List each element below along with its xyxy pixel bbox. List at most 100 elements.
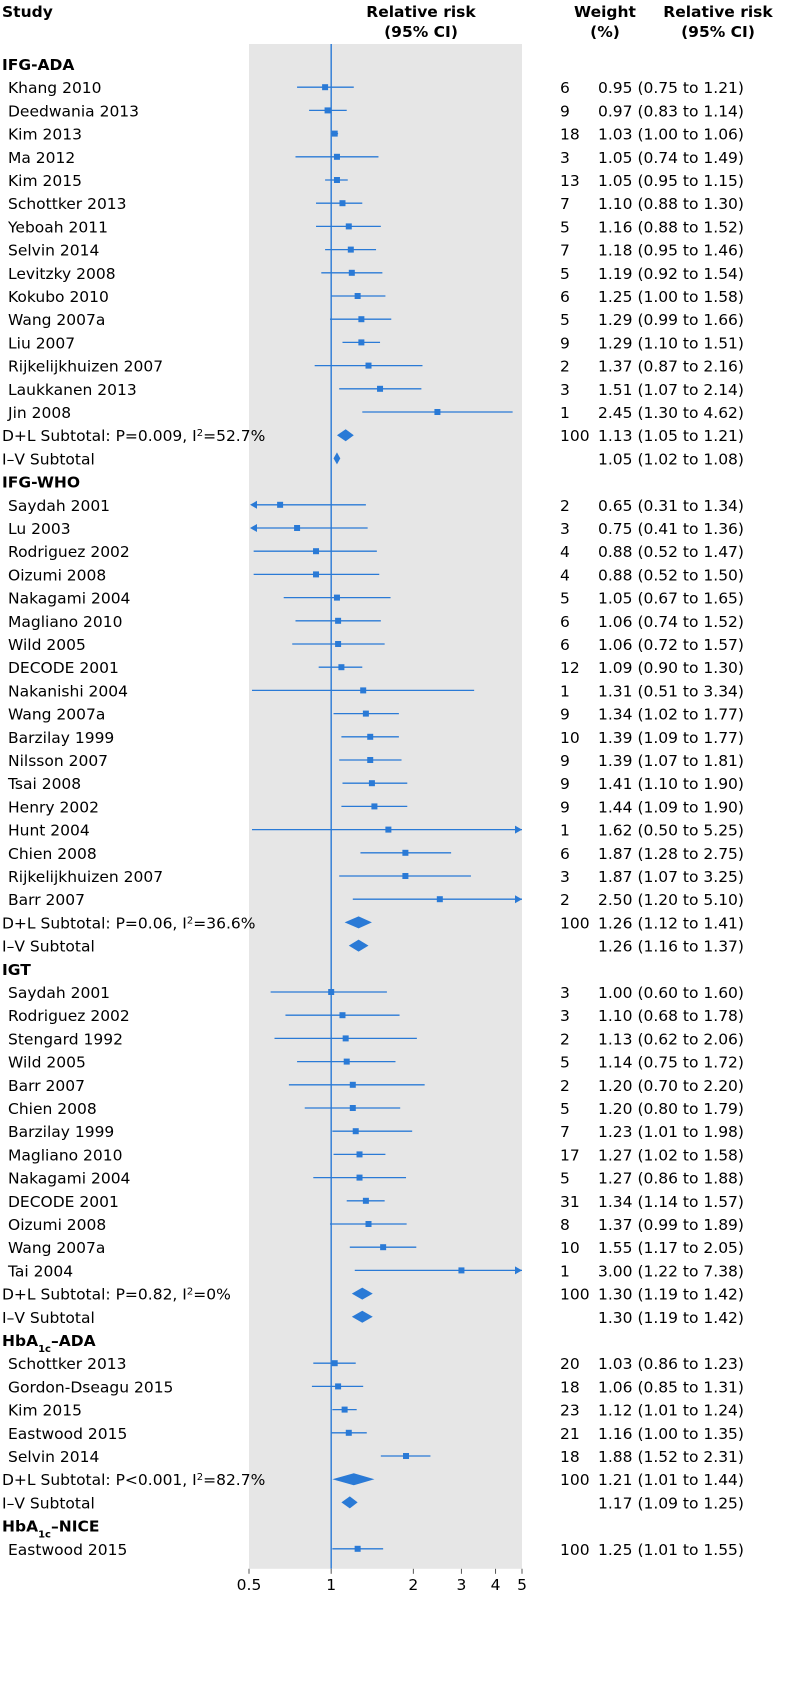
forest-row-study: Rijkelijkhuizen 2007 3 1.87 (1.07 to 3.25) (8, 868, 744, 886)
point-estimate-marker (333, 594, 340, 601)
weight-value: 18 (560, 1378, 580, 1396)
forest-row-subtotal: D+L Subtotal: P=0.82, I2=0% 100 1.30 (1.19… (2, 1286, 744, 1304)
ci-value: 0.88 (0.52 to 1.47) (598, 543, 744, 561)
ci-value: 1.06 (0.85 to 1.31) (598, 1378, 744, 1396)
point-estimate-marker (356, 1151, 363, 1158)
ci-value: 1.10 (0.68 to 1.78) (598, 1007, 744, 1025)
study-label: Barzilay 1999 (8, 729, 114, 747)
weight-value: 7 (560, 195, 570, 213)
ci-value: 1.06 (0.72 to 1.57) (598, 636, 744, 654)
forest-row-study: Lu 2003 3 0.75 (0.41 to 1.36) (8, 520, 744, 538)
point-estimate-marker (335, 617, 342, 624)
subtotal-label: D+L Subtotal: P=0.009, I2=52.7% (2, 427, 265, 445)
weight-value: 18 (560, 1448, 580, 1466)
x-tick-label: 5 (517, 1576, 527, 1594)
ci-value: 1.05 (1.02 to 1.08) (598, 450, 744, 468)
study-label: Saydah 2001 (8, 497, 110, 515)
forest-row-subtotal: D+L Subtotal: P<0.001, I2=82.7% 100 1.21 (… (2, 1471, 744, 1489)
ci-value: 1.44 (1.09 to 1.90) (598, 798, 744, 816)
forest-row-subtotal: D+L Subtotal: P=0.009, I2=52.7% 100 1.13 (… (2, 427, 744, 445)
study-label: Nakagami 2004 (8, 590, 130, 608)
forest-row-study: Kim 2015 23 1.12 (1.01 to 1.24) (8, 1402, 744, 1420)
weight-value: 5 (560, 265, 570, 283)
ci-value: 1.23 (1.01 to 1.98) (598, 1123, 744, 1141)
weight-value: 5 (560, 1100, 570, 1118)
subtotal-label-main: D+L Subtotal: P=0.82, I (2, 1286, 187, 1304)
forest-row-study: Saydah 2001 2 0.65 (0.31 to 1.34) (8, 497, 744, 515)
study-label: Tai 2004 (7, 1262, 73, 1280)
forest-row-group: IFG-WHO (2, 474, 80, 492)
ci-value: 1.25 (1.01 to 1.55) (598, 1541, 744, 1559)
point-estimate-marker (349, 1081, 356, 1088)
point-estimate-marker (343, 1058, 350, 1065)
ci-value: 1.05 (0.74 to 1.49) (598, 149, 744, 167)
study-label: Eastwood 2015 (8, 1425, 127, 1443)
weight-value: 5 (560, 1054, 570, 1072)
ci-value: 1.34 (1.14 to 1.57) (598, 1193, 744, 1211)
ci-value: 1.16 (1.00 to 1.35) (598, 1425, 744, 1443)
ci-value: 1.19 (0.92 to 1.54) (598, 265, 744, 283)
weight-value: 9 (560, 798, 570, 816)
weight-value: 17 (560, 1146, 580, 1164)
weight-value: 18 (560, 126, 580, 144)
group-heading-tail: –ADA (51, 1332, 96, 1350)
ci-value: 1.87 (1.07 to 3.25) (598, 868, 744, 886)
forest-row-study: Chien 2008 6 1.87 (1.28 to 2.75) (8, 845, 744, 863)
forest-row-study: Saydah 2001 3 1.00 (0.60 to 1.60) (8, 984, 744, 1002)
study-label: Magliano 2010 (8, 1146, 123, 1164)
ci-value: 1.30 (1.19 to 1.42) (598, 1286, 744, 1304)
ci-value: 2.50 (1.20 to 5.10) (598, 891, 744, 909)
point-estimate-marker (335, 1383, 342, 1390)
ci-value: 1.16 (0.88 to 1.52) (598, 218, 744, 236)
x-tick-label: 1 (326, 1576, 336, 1594)
forest-row-study: Nakanishi 2004 1 1.31 (0.51 to 3.34) (8, 682, 744, 700)
ci-value: 3.00 (1.22 to 7.38) (598, 1262, 744, 1280)
weight-value: 5 (560, 1170, 570, 1188)
ci-value: 1.31 (0.51 to 3.34) (598, 682, 744, 700)
forest-row-study: Wild 2005 6 1.06 (0.72 to 1.57) (8, 636, 744, 654)
weight-value: 6 (560, 613, 570, 631)
point-estimate-marker (358, 339, 365, 346)
forest-row-study: Selvin 2014 7 1.18 (0.95 to 1.46) (8, 242, 744, 260)
point-estimate-marker (335, 641, 342, 647)
study-label: Levitzky 2008 (8, 265, 116, 283)
subtotal-label-tail: =52.7% (203, 427, 265, 445)
subtotal-label-superscript: 2 (187, 1286, 193, 1297)
header-rr-line1: Relative risk (366, 3, 476, 21)
point-estimate-marker (328, 989, 335, 995)
ci-value: 1.21 (1.01 to 1.44) (598, 1471, 744, 1489)
subtotal-label: I–V Subtotal (2, 938, 95, 956)
subtotal-label-main: I–V Subtotal (2, 938, 95, 956)
study-label: Wild 2005 (8, 636, 86, 654)
point-estimate-marker (352, 1128, 359, 1135)
study-label: Oizumi 2008 (8, 1216, 106, 1234)
weight-value: 9 (560, 334, 570, 352)
weight-value: 7 (560, 242, 570, 260)
ci-arrow-right (515, 1266, 522, 1275)
subtotal-label: D+L Subtotal: P=0.82, I2=0% (2, 1286, 231, 1304)
study-label: Wang 2007a (8, 1239, 105, 1257)
forest-row-study: Tsai 2008 9 1.41 (1.10 to 1.90) (7, 775, 744, 793)
forest-row-study: Stengard 1992 2 1.13 (0.62 to 2.06) (8, 1030, 744, 1048)
forest-row-study: Nakagami 2004 5 1.27 (0.86 to 1.88) (8, 1170, 744, 1188)
forest-row-study: Ma 2012 3 1.05 (0.74 to 1.49) (8, 149, 744, 167)
group-heading-tail: –NICE (51, 1518, 99, 1536)
ci-value: 0.97 (0.83 to 1.14) (598, 102, 744, 120)
point-estimate-marker (368, 780, 375, 787)
study-label: Wild 2005 (8, 1054, 86, 1072)
forest-row-study: Jin 2008 1 2.45 (1.30 to 4.62) (7, 404, 744, 422)
pooled-estimate-diamond (351, 1310, 373, 1323)
forest-row-study: Wang 2007a 10 1.55 (1.17 to 2.05) (8, 1239, 744, 1257)
ci-value: 1.05 (0.67 to 1.65) (598, 590, 744, 608)
subtotal-label-tail: =36.6% (193, 914, 255, 932)
forest-row-study: Liu 2007 9 1.29 (1.10 to 1.51) (8, 334, 744, 352)
point-estimate-marker (333, 153, 340, 160)
study-label: Barr 2007 (8, 1077, 85, 1095)
study-label: Magliano 2010 (8, 613, 123, 631)
ci-value: 1.09 (0.90 to 1.30) (598, 659, 744, 677)
ci-value: 1.18 (0.95 to 1.46) (598, 242, 744, 260)
ci-value: 1.20 (0.70 to 2.20) (598, 1077, 744, 1095)
forest-row-study: Schottker 2013 20 1.03 (0.86 to 1.23) (8, 1355, 744, 1373)
forest-row-study: Chien 2008 5 1.20 (0.80 to 1.79) (8, 1100, 744, 1118)
weight-value: 10 (560, 729, 580, 747)
